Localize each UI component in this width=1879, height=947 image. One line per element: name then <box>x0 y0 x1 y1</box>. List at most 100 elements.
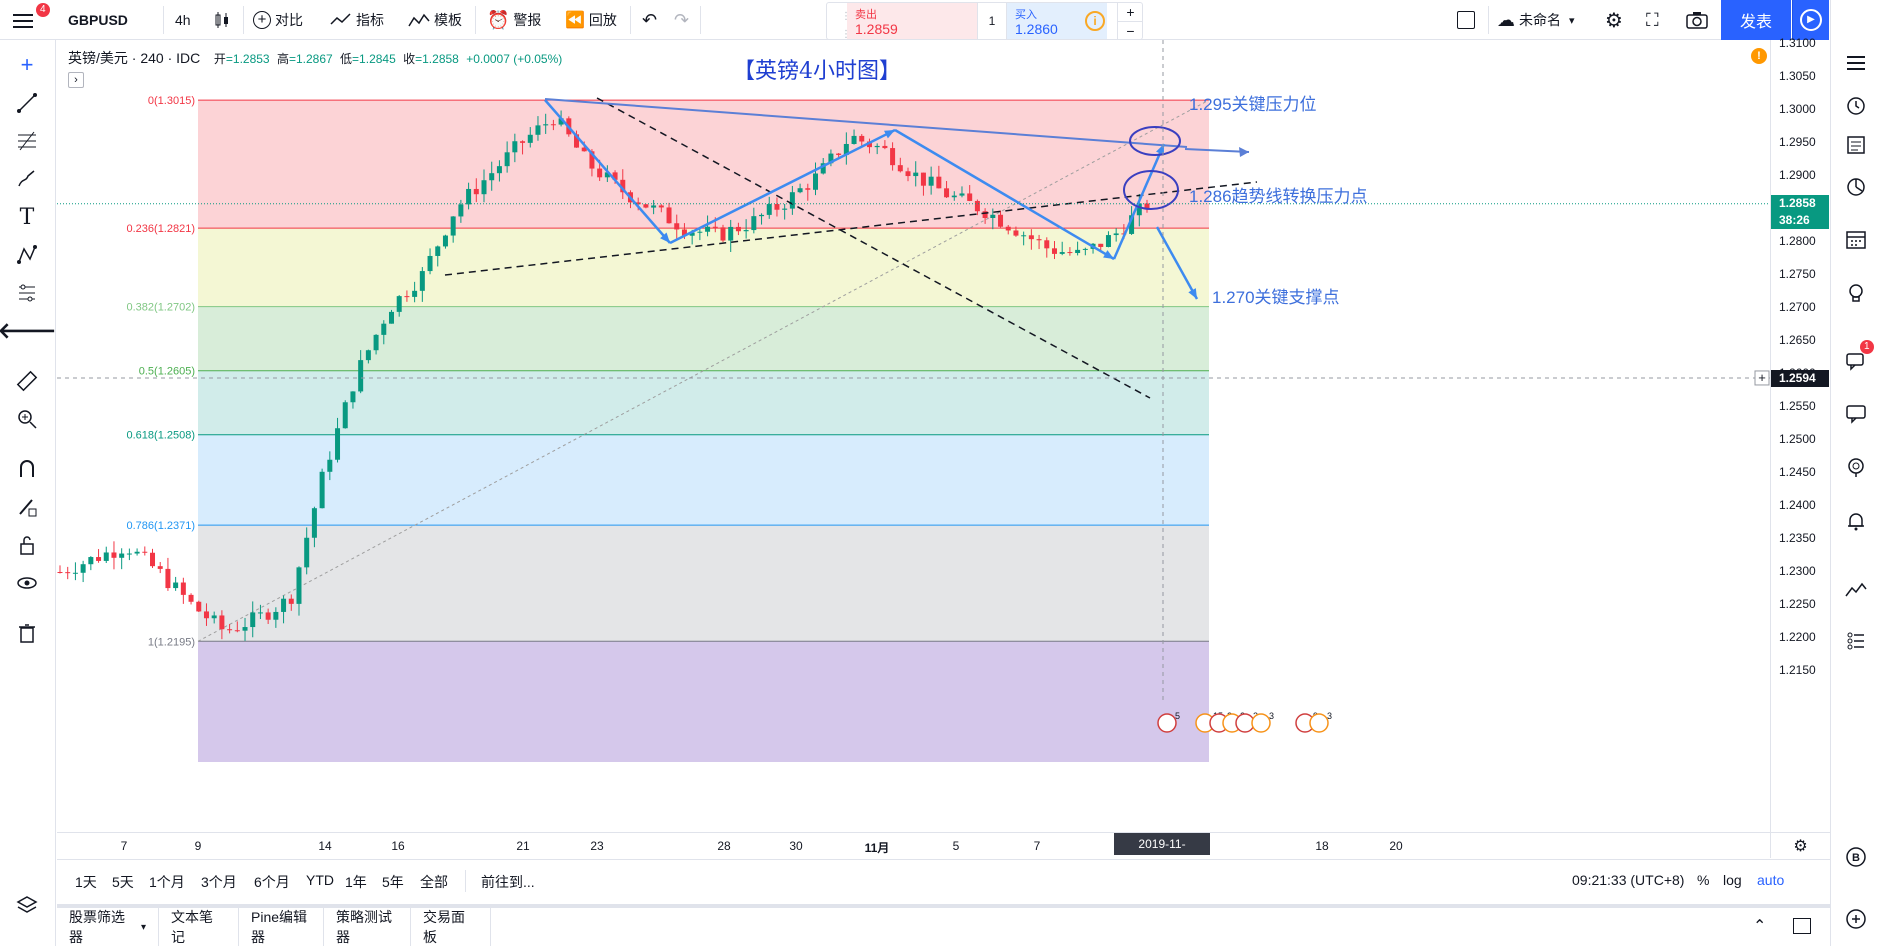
layout-name-button[interactable]: ☁ 未命名 ▾ <box>1497 0 1575 40</box>
arrow-left-icon[interactable]: 🡐 <box>0 318 57 343</box>
help-icon[interactable] <box>1841 904 1871 934</box>
trading-panel-icon[interactable] <box>1841 576 1871 606</box>
warning-icon[interactable]: ! <box>1751 48 1767 64</box>
chart-style-button[interactable] <box>212 0 232 40</box>
candle-body <box>311 508 317 538</box>
watchlist-icon[interactable] <box>1841 48 1871 78</box>
zoom-in-icon[interactable] <box>14 406 40 432</box>
menu-button[interactable]: 4 <box>12 0 50 40</box>
range-button[interactable]: 全部 <box>420 874 448 890</box>
buy-button[interactable]: 买入 1.2860 <box>1007 3 1107 39</box>
templates-button[interactable]: 模板 <box>408 0 462 40</box>
maximize-panel-button[interactable] <box>1793 918 1811 934</box>
range-button[interactable]: YTD <box>306 872 334 888</box>
messages-icon[interactable] <box>1841 398 1871 428</box>
brush-icon[interactable] <box>14 166 40 192</box>
publish-button[interactable]: 发表 <box>1721 0 1791 40</box>
text-tool-icon[interactable]: T <box>19 204 35 230</box>
legend-toggle-button[interactable]: › <box>68 72 84 88</box>
alarm-icon[interactable] <box>1841 90 1871 120</box>
price-axis[interactable]: 1.31001.30501.30001.29501.29001.28501.28… <box>1770 36 1830 832</box>
candle-body <box>674 223 680 230</box>
bottom-tab[interactable]: 交易面板 <box>411 908 491 946</box>
indicators-button[interactable]: 指标 <box>330 0 384 40</box>
qty-plus-button[interactable]: + <box>1117 3 1143 21</box>
time-axis[interactable]: 7 9 14 16 21 23 28 30 11月 5 7 18 20 2019-11-12 06:00 <box>57 832 1770 873</box>
lock-icon[interactable] <box>14 532 40 558</box>
wave-arrow-4-head <box>1156 144 1164 155</box>
quantity-field[interactable]: 1 <box>977 3 1007 39</box>
crosshair-icon[interactable]: + <box>20 52 34 77</box>
qty-minus-button[interactable]: − <box>1117 21 1143 39</box>
price-tick: 1.3050 <box>1779 69 1816 83</box>
alert-button[interactable]: ⏰ 警报 <box>487 0 541 40</box>
range-button[interactable]: 1年 <box>345 874 367 890</box>
auto-toggle[interactable]: auto <box>1757 872 1785 888</box>
undo-button[interactable]: ↶ <box>642 0 657 40</box>
layout-toggle-button[interactable] <box>1457 0 1475 40</box>
bottom-tab-label: Pine编辑器 <box>251 909 308 945</box>
candle-body <box>982 211 988 218</box>
price-tick: 1.3100 <box>1779 36 1816 50</box>
settings-button[interactable]: ⚙ <box>1605 0 1623 40</box>
time-tick: 14 <box>318 839 332 853</box>
bottom-tab[interactable]: 文本笔记 <box>159 908 239 946</box>
buy-label: 买入 <box>1015 9 1037 21</box>
snapshot-button[interactable] <box>1686 0 1708 40</box>
publish-play-button[interactable]: ▶ <box>1792 0 1829 40</box>
magnet-icon[interactable] <box>14 456 40 482</box>
legend-title: 英镑/美元 · 240 · IDC <box>68 50 201 66</box>
sell-button[interactable]: 卖出 1.2859 <box>847 3 977 39</box>
percent-toggle[interactable]: % <box>1697 872 1710 888</box>
brand-icon[interactable]: B <box>1841 842 1871 872</box>
collapse-panel-button[interactable]: ⌃ <box>1753 916 1766 936</box>
bottom-tab[interactable]: 股票筛选器 ▾ <box>57 908 159 946</box>
bottom-tab[interactable]: 策略测试器 <box>324 908 411 946</box>
log-toggle[interactable]: log <box>1723 872 1742 888</box>
candle-body <box>450 216 456 236</box>
axis-settings-button[interactable]: ⚙ <box>1770 832 1830 858</box>
candle-body <box>157 566 163 569</box>
minus-icon: − <box>1126 23 1135 39</box>
range-button[interactable]: 5天 <box>112 874 134 890</box>
bottom-tab[interactable]: Pine编辑器 <box>239 908 324 946</box>
fib-tool-icon[interactable] <box>14 128 40 154</box>
clock: 09:21:33 (UTC+8) <box>1572 872 1685 888</box>
notifications-icon[interactable] <box>1841 506 1871 536</box>
buy-price: 1.2860 <box>1015 21 1058 37</box>
ruler-icon[interactable] <box>14 368 40 394</box>
depth-icon[interactable] <box>1841 626 1871 656</box>
ideas-icon[interactable] <box>1841 278 1871 308</box>
range-button[interactable]: 1个月 <box>149 874 185 890</box>
chats-icon[interactable]: 1 <box>1841 340 1874 376</box>
range-button[interactable]: 3个月 <box>201 874 237 890</box>
range-button[interactable]: 6个月 <box>254 874 290 890</box>
range-button[interactable]: 1天 <box>75 874 97 890</box>
data-window-icon[interactable] <box>1841 172 1871 202</box>
redo-button[interactable]: ↷ <box>674 0 689 40</box>
news-icon[interactable] <box>1841 130 1871 160</box>
info-icon[interactable]: i <box>1085 11 1105 31</box>
chart-pane[interactable]: 0(1.3015) 0.236(1.2821) 0.382(1.2702) 0.5(1… <box>57 40 1770 832</box>
eye-icon[interactable] <box>14 570 40 596</box>
goto-date-button[interactable]: 前往到... <box>481 874 535 890</box>
calendar-icon[interactable] <box>1841 224 1871 254</box>
compare-button[interactable]: + 对比 <box>253 0 303 40</box>
trash-icon[interactable] <box>14 620 40 646</box>
layers-icon[interactable] <box>14 892 40 918</box>
interval-button[interactable]: 4h <box>175 12 191 28</box>
price-chart[interactable]: 0(1.3015) 0.236(1.2821) 0.382(1.2702) 0.5(1… <box>57 40 1770 832</box>
price-tick: 1.2400 <box>1779 498 1816 512</box>
range-button[interactable]: 5年 <box>382 874 404 890</box>
pattern-icon[interactable] <box>14 242 40 268</box>
candle-body <box>766 204 772 215</box>
replay-button[interactable]: ⏪ 回放 <box>565 0 617 40</box>
hotlist-icon[interactable] <box>1841 452 1871 482</box>
price-tick: 1.2750 <box>1779 267 1816 281</box>
fullscreen-button[interactable]: ⛶ <box>1646 0 1659 40</box>
trendline-icon[interactable] <box>14 90 40 116</box>
pencil-lock-icon[interactable] <box>14 494 40 520</box>
symbol-search[interactable]: GBPUSD <box>68 12 128 28</box>
candle-body <box>80 564 86 573</box>
prediction-icon[interactable] <box>14 280 40 306</box>
